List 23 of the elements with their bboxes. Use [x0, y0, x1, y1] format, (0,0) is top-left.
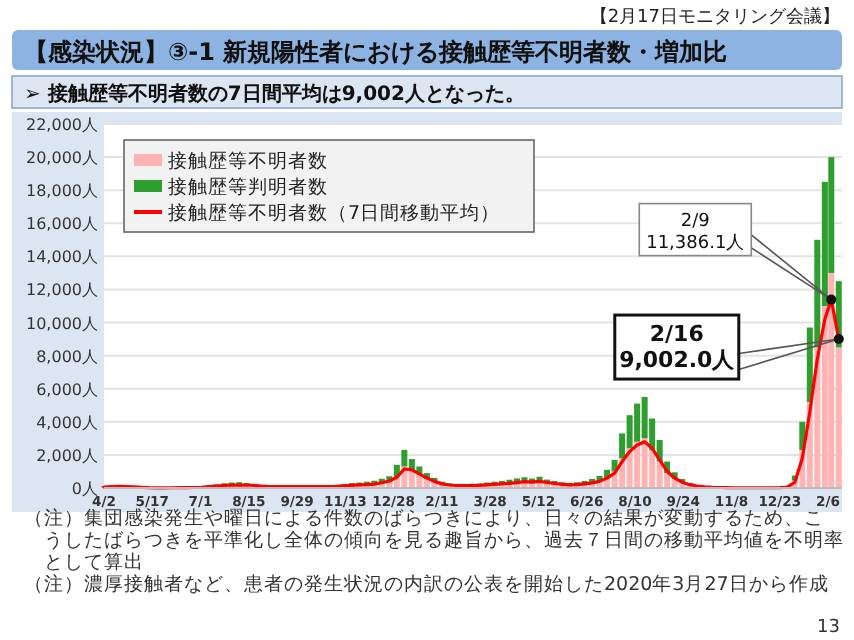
y-tick-label: 4,000人 — [36, 413, 98, 432]
y-tick-label: 6,000人 — [36, 380, 98, 399]
y-tick-label: 0人 — [71, 480, 98, 498]
chart-subtitle: ➢ 接触歴等不明者数の7日間平均は9,002人となった。 — [24, 82, 525, 106]
annotation: 2/16 9,002.0人 — [619, 321, 737, 374]
text: 【2月17日モニタリング会議】 — [589, 6, 840, 28]
text: （注）集団感染発生や曜日による件数のばらつきにより、日々の結果が変動するため、こうしたばらつきを平準化し全体の傾向を見る趣旨から、過去７日間の移動平均値を不明率として算出 — [24, 506, 844, 574]
y-tick-label: 8,000人 — [36, 347, 98, 366]
text: （注）濃厚接触者など、患者の発生状況の内訳の公表を開始した2020年3月27日から作成 — [24, 572, 829, 596]
y-tick-label: 20,000人 — [26, 149, 98, 168]
y-tick-label: 16,000人 — [26, 215, 98, 234]
legend-label: 接触歴等判明者数 — [168, 175, 328, 199]
legend-label: 接触歴等不明者数（7日間移動平均） — [168, 201, 501, 225]
legend-label: 接触歴等不明者数 — [168, 149, 328, 173]
y-tick-label: 18,000人 — [26, 182, 98, 201]
y-tick-label: 14,000人 — [26, 248, 98, 267]
y-tick-label: 22,000人 — [26, 116, 98, 134]
text: 13 — [817, 618, 840, 638]
y-tick-label: 12,000人 — [26, 281, 98, 300]
chart-title: 【感染状況】③-1 新規陽性者における接触歴等不明者数・増加比 — [24, 38, 728, 66]
annotation: 2/9 11,386.1人 — [646, 211, 745, 254]
y-tick-label: 2,000人 — [36, 446, 98, 465]
y-tick-label: 10,000人 — [26, 314, 98, 333]
